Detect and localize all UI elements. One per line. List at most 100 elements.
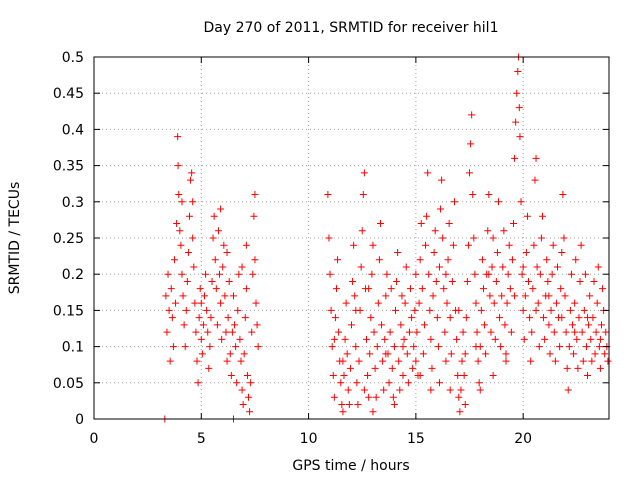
data-point <box>558 248 566 256</box>
x-tick-label: 5 <box>197 431 206 447</box>
data-point <box>481 321 489 329</box>
data-point <box>426 306 434 314</box>
data-point <box>190 263 198 271</box>
data-point <box>569 321 577 329</box>
data-point <box>181 343 189 351</box>
data-point <box>405 328 413 336</box>
data-point <box>425 270 433 278</box>
data-point <box>571 299 579 307</box>
data-point <box>595 343 603 351</box>
data-point <box>411 306 419 314</box>
data-point <box>359 191 367 199</box>
data-point <box>162 292 170 300</box>
data-point <box>497 343 505 351</box>
data-point <box>209 234 217 242</box>
data-point <box>363 335 371 343</box>
data-point <box>404 379 412 387</box>
y-tick-label: 0.5 <box>62 50 84 66</box>
data-point <box>330 335 338 343</box>
data-point <box>412 270 420 278</box>
data-point <box>545 321 553 329</box>
data-point <box>472 299 480 307</box>
data-point <box>223 357 231 365</box>
data-point <box>519 306 527 314</box>
data-point <box>351 292 359 300</box>
data-point <box>578 328 586 336</box>
data-point <box>382 292 390 300</box>
data-point <box>518 270 526 278</box>
data-point <box>466 169 474 177</box>
data-point <box>382 350 390 358</box>
data-point <box>445 220 453 228</box>
data-point <box>237 357 245 365</box>
data-point <box>590 277 598 285</box>
data-point <box>467 140 475 148</box>
data-point <box>437 205 445 213</box>
data-point <box>354 401 362 409</box>
data-point <box>552 299 560 307</box>
data-point <box>594 263 602 271</box>
data-point <box>548 270 556 278</box>
data-point <box>550 328 558 336</box>
data-point <box>386 328 394 336</box>
data-point <box>510 220 518 228</box>
data-point <box>249 270 257 278</box>
data-point <box>253 321 261 329</box>
data-point <box>446 314 454 322</box>
data-point <box>577 241 585 249</box>
data-point <box>213 321 221 329</box>
data-point <box>504 270 512 278</box>
data-point <box>221 292 229 300</box>
data-point <box>586 292 594 300</box>
data-point <box>507 328 515 336</box>
data-point <box>211 256 219 264</box>
data-point <box>360 386 368 394</box>
data-point <box>498 292 506 300</box>
data-point <box>506 285 514 293</box>
data-point <box>254 343 262 351</box>
data-point <box>558 314 566 322</box>
data-point <box>250 212 258 220</box>
data-point <box>214 227 222 235</box>
data-point <box>173 220 181 228</box>
data-point <box>413 328 421 336</box>
data-point <box>175 191 183 199</box>
data-point <box>163 328 171 336</box>
data-point <box>170 256 178 264</box>
data-point <box>345 401 353 409</box>
data-point <box>494 198 502 206</box>
data-point <box>400 335 408 343</box>
data-point <box>167 285 175 293</box>
data-point <box>513 89 521 97</box>
data-point <box>206 343 214 351</box>
data-point <box>352 306 360 314</box>
data-point <box>330 393 338 401</box>
data-point <box>516 133 524 141</box>
y-tick-label: 0.4 <box>62 122 84 138</box>
y-tick-label: 0.25 <box>53 231 84 247</box>
data-point <box>468 111 476 119</box>
data-point <box>196 285 204 293</box>
data-point <box>389 393 397 401</box>
data-point <box>579 357 587 365</box>
data-point <box>502 357 510 365</box>
data-point <box>182 306 190 314</box>
y-tick-label: 0.1 <box>62 340 84 356</box>
data-point <box>447 350 455 358</box>
data-point <box>365 285 373 293</box>
data-point <box>537 234 545 242</box>
data-point <box>459 328 467 336</box>
data-point <box>460 372 468 380</box>
data-point <box>331 314 339 322</box>
data-point <box>344 386 352 394</box>
data-point <box>189 198 197 206</box>
data-point <box>399 343 407 351</box>
data-point <box>448 277 456 285</box>
data-point <box>418 285 426 293</box>
data-point <box>193 357 201 365</box>
data-point <box>567 270 575 278</box>
data-point <box>185 212 193 220</box>
data-point <box>581 270 589 278</box>
data-point <box>435 379 443 387</box>
data-point <box>375 256 383 264</box>
